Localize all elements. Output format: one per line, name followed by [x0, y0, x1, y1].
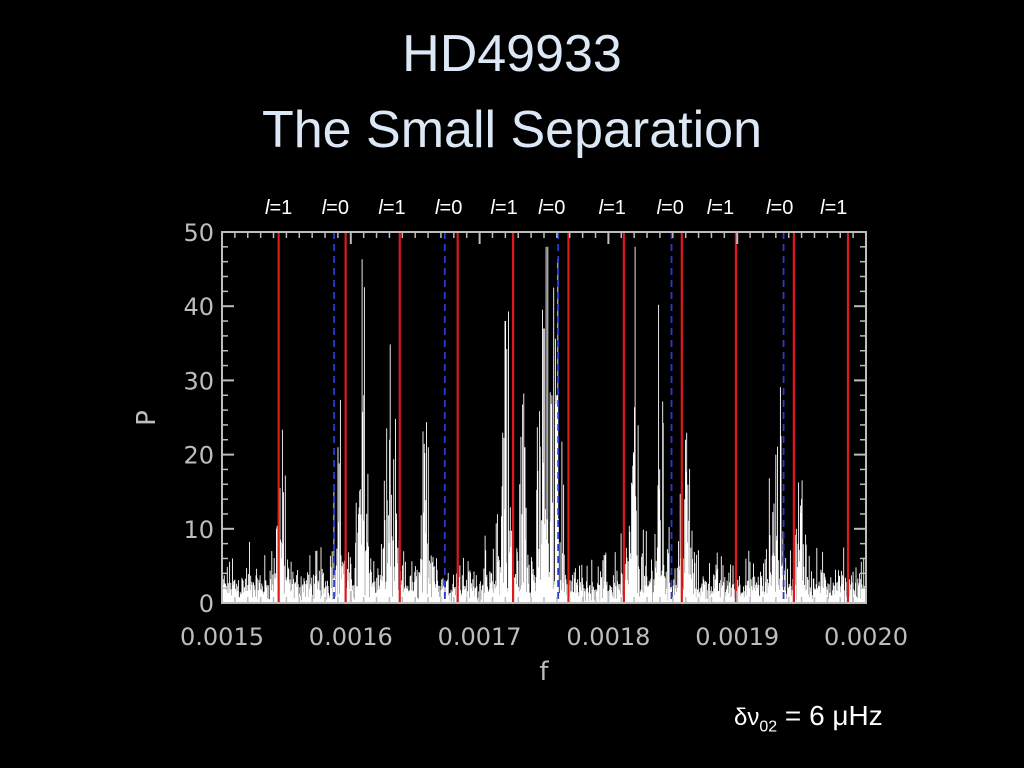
- y-axis-label: P: [132, 410, 162, 426]
- mode-label: l=0: [321, 197, 349, 219]
- mode-label: l=0: [766, 197, 794, 219]
- y-tick-label: 50: [183, 219, 214, 247]
- x-tick-label: 0.0019: [695, 623, 779, 651]
- spectrum-series: [221, 246, 867, 603]
- x-tick-label: 0.0016: [309, 623, 393, 651]
- x-axis-label: f: [539, 657, 549, 687]
- mode-label: l=0: [538, 197, 566, 219]
- x-tick-label: 0.0017: [438, 623, 522, 651]
- slide-title: HD49933: [402, 25, 622, 83]
- small-separation-value: δν02 = 6 μHz: [734, 700, 883, 737]
- mode-label: l=0: [435, 197, 463, 219]
- mode-label: l=1: [265, 197, 293, 219]
- x-tick-label: 0.0015: [180, 623, 264, 651]
- mode-label: l=1: [378, 197, 406, 219]
- x-tick-label: 0.0020: [824, 623, 908, 651]
- mode-label: l=1: [490, 197, 518, 219]
- y-tick-label: 0: [199, 590, 214, 618]
- mode-label: l=1: [598, 197, 626, 219]
- delta-nu-symbol: δν: [734, 704, 760, 731]
- slide-subtitle: The Small Separation: [261, 101, 763, 159]
- x-tick-label: 0.0018: [566, 623, 650, 651]
- y-tick-label: 10: [183, 516, 214, 544]
- mode-label: l=0: [656, 197, 684, 219]
- mode-label: l=1: [820, 197, 848, 219]
- mode-label: l=1: [706, 197, 735, 219]
- y-tick-label: 20: [183, 442, 214, 470]
- separation-text: = 6 μHz: [777, 700, 883, 731]
- y-tick-label: 40: [183, 293, 214, 321]
- delta-nu-subscript: 02: [759, 718, 778, 736]
- y-tick-label: 30: [183, 367, 214, 395]
